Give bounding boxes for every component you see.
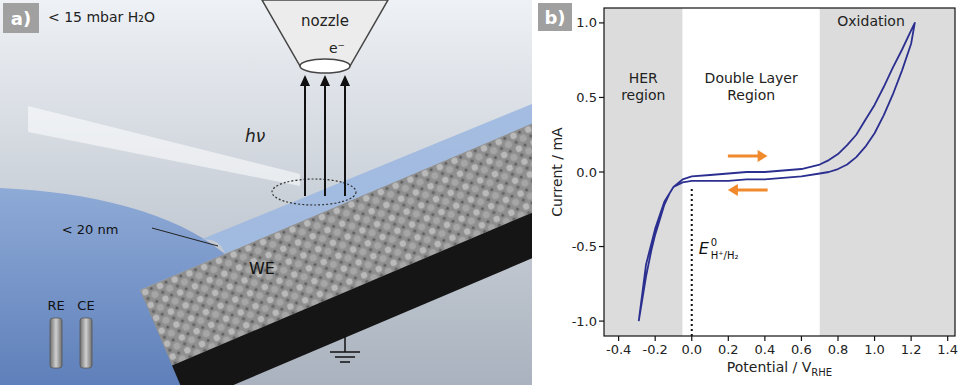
- x-tick: [837, 336, 838, 341]
- pressure-label: < 15 mbar H₂O: [48, 9, 155, 25]
- x-tick: [764, 336, 765, 341]
- y-tick: [599, 320, 604, 321]
- reference-line: [691, 186, 693, 336]
- y-tick: [599, 246, 604, 247]
- nozzle: [262, 0, 388, 66]
- y-tick-label: 0.0: [576, 165, 597, 180]
- x-tick: [618, 336, 619, 341]
- scan-arrow-head: [728, 184, 738, 196]
- cv-curve: [639, 23, 915, 321]
- electron-arrow: [324, 84, 326, 196]
- x-axis-title-sub: RHE: [811, 367, 832, 378]
- x-tick-label: 0.0: [681, 342, 702, 357]
- x-tick-label: 1.4: [937, 342, 958, 357]
- panel-letter: a): [11, 8, 31, 29]
- photon-label: hν: [245, 126, 266, 146]
- x-tick-label: 1.2: [901, 342, 922, 357]
- x-tick: [947, 336, 948, 341]
- region-shade: [820, 8, 955, 336]
- x-tick-label: 0.4: [755, 342, 776, 357]
- x-tick: [655, 336, 656, 341]
- x-tick: [911, 336, 912, 341]
- annotation-label: E: [699, 239, 710, 258]
- electron-arrow: [344, 84, 346, 196]
- x-tick-label: -0.2: [643, 342, 668, 357]
- ce-label: CE: [77, 298, 94, 313]
- re-label: RE: [47, 298, 64, 313]
- panel-letter: b): [544, 7, 565, 28]
- nozzle-label: nozzle: [301, 12, 349, 30]
- panel-letter-box: [538, 3, 572, 31]
- y-tick-label: 0.5: [576, 90, 597, 105]
- x-tick: [874, 336, 875, 341]
- counter-electrode: [80, 318, 92, 368]
- we-label: WE: [249, 259, 275, 278]
- electrode: [140, 110, 532, 385]
- electron-arrow: [304, 84, 306, 196]
- scan-arrow-head: [758, 150, 768, 162]
- region-label: Oxidation: [837, 13, 904, 29]
- nozzle-aperture: [300, 59, 350, 73]
- substrate: [172, 186, 532, 385]
- ground-symbol: [330, 351, 360, 353]
- x-tick-label: -0.4: [606, 342, 631, 357]
- x-tick-label: 0.2: [718, 342, 739, 357]
- y-tick: [599, 22, 604, 23]
- x-tick: [801, 336, 802, 341]
- ground-symbol: [340, 361, 350, 363]
- y-tick-label: -1.0: [572, 314, 597, 329]
- electron-label: e⁻: [329, 40, 345, 56]
- x-axis-title: Potential / VRHE: [727, 359, 832, 378]
- region-label: HER: [629, 70, 658, 86]
- ground-symbol: [335, 356, 355, 358]
- x-tick-label: 0.8: [828, 342, 849, 357]
- y-tick-label: 1.0: [576, 15, 597, 30]
- probe-spot: [272, 179, 356, 205]
- film-label: < 20 nm: [62, 222, 119, 237]
- figure: nozzle e⁻ hν < 20 nm WE RE CE a) < 15 mbar H₂O -0…: [0, 0, 965, 385]
- scan-arrow: [736, 189, 768, 192]
- reference-electrode: [50, 318, 62, 368]
- arrow-head: [320, 75, 330, 86]
- x-tick: [691, 336, 692, 341]
- ground-wire: [344, 336, 346, 352]
- arrow-head: [340, 75, 350, 86]
- x-tick-label: 1.0: [864, 342, 885, 357]
- x-axis-title-main: Potential / V: [727, 359, 812, 375]
- annotation-sup: 0: [711, 237, 717, 248]
- region-label: Region: [727, 87, 775, 103]
- plot-area: [604, 8, 955, 336]
- y-tick: [599, 171, 604, 172]
- plot-frame: [604, 8, 955, 336]
- region-label: region: [621, 87, 665, 103]
- x-tick: [728, 336, 729, 341]
- y-tick-label: -0.5: [572, 239, 597, 254]
- panel-letter-box: [3, 3, 39, 33]
- film-pointer: [152, 228, 218, 246]
- x-ray-beam: [28, 106, 300, 186]
- panel-a: nozzle e⁻ hν < 20 nm WE RE CE: [0, 0, 532, 385]
- annotation-sub: H⁺/H₂: [711, 250, 739, 261]
- scan-arrow: [728, 155, 760, 158]
- x-tick-label: 0.6: [791, 342, 812, 357]
- arrow-head: [300, 75, 310, 86]
- region-label: Double Layer: [705, 70, 798, 86]
- y-tick: [599, 97, 604, 98]
- y-axis-title: Current / mA: [549, 127, 565, 217]
